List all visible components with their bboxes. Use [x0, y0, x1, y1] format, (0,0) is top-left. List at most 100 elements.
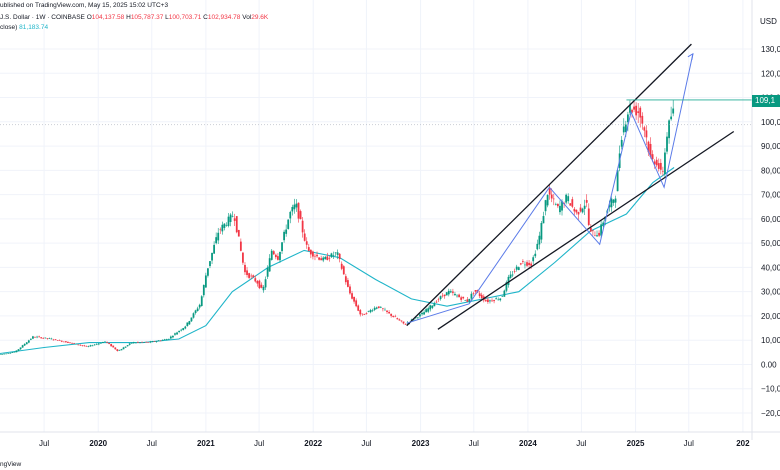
candle-up	[332, 255, 335, 256]
candle-up	[134, 342, 137, 344]
time-tick-label: Jul	[469, 439, 479, 448]
candle-up	[87, 346, 90, 347]
candle-down	[404, 324, 407, 325]
candle-down	[344, 276, 347, 283]
candle-down	[147, 342, 150, 343]
ma-label: close)	[0, 24, 18, 31]
candle-up	[384, 309, 386, 311]
candle-up	[198, 304, 201, 308]
candle-up	[538, 235, 541, 245]
candle-up	[670, 116, 673, 120]
candle-down	[548, 188, 551, 195]
candle-up	[629, 104, 631, 113]
candle-down	[357, 305, 360, 311]
candle-down	[359, 310, 362, 315]
time-tick-label: 2022	[304, 439, 322, 448]
candle-up	[215, 237, 218, 244]
vol-value: 29.6K	[251, 14, 269, 21]
candle-up	[515, 266, 518, 270]
candle-down	[575, 209, 578, 213]
candle-up	[324, 256, 327, 260]
candle-up	[227, 216, 230, 226]
candle-down	[382, 308, 384, 310]
candle-down	[480, 294, 483, 299]
candle-down	[577, 212, 580, 215]
candle-up	[128, 343, 131, 345]
candle-up	[371, 310, 374, 312]
candle-up	[266, 267, 269, 277]
candle-down	[349, 286, 351, 294]
time-tick-label: 2024	[519, 439, 537, 448]
candle-up	[202, 285, 205, 296]
candle-down	[81, 345, 84, 346]
candle-up	[11, 352, 14, 353]
candle-up	[511, 274, 514, 276]
candle-up	[542, 216, 545, 224]
candle-up	[180, 329, 183, 331]
currency-label: USD	[760, 17, 777, 26]
candle-up	[614, 198, 617, 203]
candle-up	[289, 211, 292, 219]
candle-up	[497, 299, 500, 301]
candle-up	[155, 341, 158, 342]
tradingview-credit: ngView	[0, 461, 22, 468]
time-tick-label: Jul	[254, 439, 264, 448]
low-label: L	[165, 14, 169, 21]
candle-up	[449, 291, 452, 293]
candle-up	[447, 290, 450, 295]
candle-down	[112, 345, 115, 348]
candle-up	[21, 345, 24, 348]
candle-up	[612, 199, 615, 203]
time-axis: Jul 2020 Jul 2021 Jul 2022 Jul 2023 Jul 2024 Jul 20…	[0, 431, 780, 448]
candle-up	[29, 338, 32, 340]
candle-down	[361, 313, 364, 315]
candle-down	[519, 263, 522, 265]
candle-down	[309, 249, 312, 255]
candle-down	[145, 341, 148, 343]
candle-down	[647, 141, 650, 153]
candle-up	[167, 338, 170, 340]
candle-up	[373, 307, 376, 310]
candle-up	[561, 201, 563, 211]
candle-down	[528, 262, 530, 266]
candle-down	[312, 251, 314, 257]
candle-down	[137, 342, 139, 343]
candle-up	[672, 108, 675, 114]
close-value: 102,934.78	[207, 14, 241, 21]
candle-down	[377, 306, 380, 309]
time-tick-label: Jul	[147, 439, 157, 448]
candle-up	[89, 345, 92, 347]
price-tick-label: 100,0	[761, 118, 780, 127]
candle-down	[114, 347, 117, 350]
candle-up	[213, 244, 216, 254]
candle-down	[318, 257, 320, 260]
candle-down	[338, 253, 341, 260]
candle-up	[174, 333, 176, 335]
candle-down	[585, 200, 588, 203]
candle-down	[316, 254, 318, 257]
price-tick-label: 0.00	[761, 360, 777, 369]
candle-up	[13, 351, 16, 353]
price-tick-label: 120,0	[761, 69, 780, 78]
wave-pattern-line	[406, 53, 694, 324]
candle-up	[95, 343, 98, 345]
candle-down	[116, 349, 119, 352]
candle-up	[503, 290, 506, 297]
price-tick-label: 130,0	[761, 45, 780, 54]
candle-down	[579, 207, 582, 212]
candle-down	[552, 198, 555, 200]
candle-up	[468, 298, 471, 302]
candle-down	[435, 301, 438, 303]
candle-up	[517, 267, 520, 271]
publish-info: ublished on TradingView.com, May 15, 202…	[0, 2, 169, 9]
candle-up	[120, 349, 123, 351]
candle-down	[219, 229, 222, 231]
candle-up	[600, 224, 603, 236]
candle-up	[264, 279, 267, 288]
candle-down	[159, 340, 162, 342]
candle-down	[487, 299, 489, 302]
candle-up	[211, 252, 213, 261]
grid-lines	[0, 0, 752, 432]
candle-up	[367, 310, 370, 312]
